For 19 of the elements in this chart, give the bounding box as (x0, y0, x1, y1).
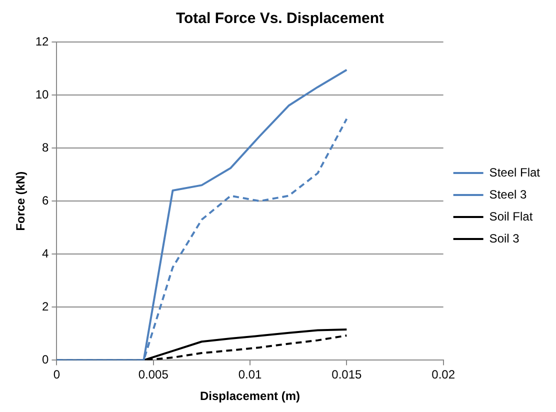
x-axis-title: Displacement (m) (200, 389, 300, 404)
y-tick-label: 12 (35, 34, 50, 48)
chart-title: Total Force Vs. Displacement (176, 10, 384, 28)
legend-label: Steel Flat (489, 165, 541, 180)
legend-label: Soil 3 (489, 231, 520, 246)
y-tick-label: 8 (42, 140, 50, 154)
legend-label: Soil Flat (489, 209, 534, 224)
x-tick-label: 0.02 (432, 368, 456, 382)
y-tick-label: 10 (35, 87, 50, 102)
y-tick-label: 2 (42, 299, 50, 314)
x-tick-label: 0.01 (238, 368, 262, 382)
y-tick-label: 6 (42, 193, 50, 208)
y-tick-label: 0 (42, 352, 50, 367)
x-tick-label: 0.005 (138, 368, 169, 382)
x-tick-label: 0.015 (332, 368, 362, 382)
x-tick-label: 0 (53, 368, 60, 382)
y-tick-label: 4 (42, 246, 50, 260)
y-axis-title: Force (kN) (14, 171, 28, 231)
legend-label: Steel 3 (489, 187, 527, 202)
